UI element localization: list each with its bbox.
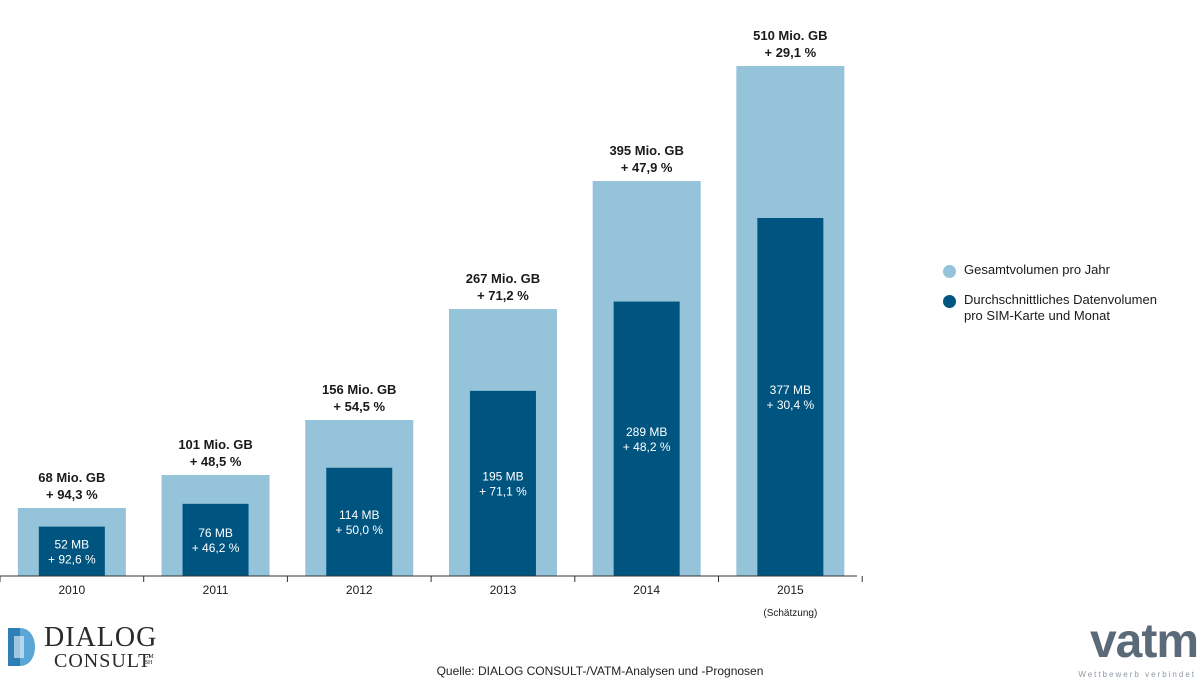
dialog-logo-suffix: GM BH — [144, 654, 154, 666]
legend-swatch-total — [943, 265, 956, 278]
per-sim-growth-label-2014: + 48,2 % — [623, 440, 671, 454]
total-value-label-2015: 510 Mio. GB — [753, 28, 827, 43]
x-tick-label-2011: 2011 — [203, 583, 229, 597]
x-tick-label-2013: 2013 — [490, 583, 517, 597]
per-sim-value-label-2011: 76 MB — [198, 526, 233, 540]
dialog-consult-mark-icon — [8, 628, 35, 666]
legend-item-total: Gesamtvolumen pro Jahr — [943, 262, 1183, 278]
vatm-logo: vatm Wettbewerb verbindet — [1048, 615, 1199, 682]
vatm-logo-word: vatm — [1089, 615, 1199, 668]
total-value-label-2014: 395 Mio. GB — [609, 143, 683, 158]
per-sim-growth-label-2011: + 46,2 % — [192, 541, 240, 555]
total-value-label-2013: 267 Mio. GB — [466, 271, 540, 286]
bar-per-sim-2013 — [469, 390, 536, 576]
x-tick-label-2010: 2010 — [58, 583, 85, 597]
bar-per-sim-2014 — [613, 301, 680, 576]
chart-legend: Gesamtvolumen pro Jahr Durchschnittliche… — [943, 262, 1183, 338]
total-growth-label-2015: + 29,1 % — [765, 45, 817, 60]
per-sim-growth-label-2012: + 50,0 % — [335, 523, 383, 537]
total-growth-label-2014: + 47,9 % — [621, 160, 673, 175]
total-value-label-2011: 101 Mio. GB — [178, 437, 252, 452]
total-value-label-2012: 156 Mio. GB — [322, 382, 396, 397]
total-growth-label-2010: + 94,3 % — [46, 487, 98, 502]
vatm-logo-tagline: Wettbewerb verbindet — [1078, 670, 1196, 679]
per-sim-value-label-2014: 289 MB — [626, 425, 667, 439]
x-tick-label-2014: 2014 — [633, 583, 660, 597]
total-growth-label-2012: + 54,5 % — [333, 399, 385, 414]
bar-per-sim-2015 — [757, 218, 824, 576]
total-growth-label-2013: + 71,2 % — [477, 288, 529, 303]
dialog-logo-line2: CONSULT — [54, 650, 152, 672]
per-sim-value-label-2015: 377 MB — [770, 383, 811, 397]
bar-per-sim-2012 — [326, 467, 393, 576]
legend-label-total: Gesamtvolumen pro Jahr — [964, 262, 1110, 277]
x-tick-label-2012: 2012 — [346, 583, 373, 597]
per-sim-value-label-2010: 52 MB — [55, 537, 90, 551]
bar-per-sim-2011 — [182, 503, 249, 576]
total-growth-label-2011: + 48,5 % — [190, 454, 242, 469]
per-sim-growth-label-2010: + 92,6 % — [48, 552, 96, 566]
x-tick-note-2015: (Schätzung) — [763, 608, 817, 619]
legend-label-per-sim: Durchschnittliches Datenvolumen pro SIM-… — [964, 292, 1157, 323]
legend-swatch-per-sim — [943, 295, 956, 308]
per-sim-growth-label-2013: + 71,1 % — [479, 484, 527, 498]
dialog-consult-logo: DIALOG CONSULT GM BH — [6, 622, 166, 674]
per-sim-value-label-2013: 195 MB — [482, 469, 523, 483]
dialog-logo-line1: DIALOG — [44, 622, 158, 653]
x-tick-label-2015: 2015 — [777, 583, 804, 597]
total-value-label-2010: 68 Mio. GB — [38, 470, 105, 485]
source-note: Quelle: DIALOG CONSULT-/VATM-Analysen un… — [436, 664, 764, 678]
per-sim-growth-label-2015: + 30,4 % — [766, 398, 814, 412]
bar-per-sim-2010 — [38, 526, 105, 576]
per-sim-value-label-2012: 114 MB — [339, 508, 379, 522]
legend-item-per-sim: Durchschnittliches Datenvolumen pro SIM-… — [943, 292, 1183, 324]
